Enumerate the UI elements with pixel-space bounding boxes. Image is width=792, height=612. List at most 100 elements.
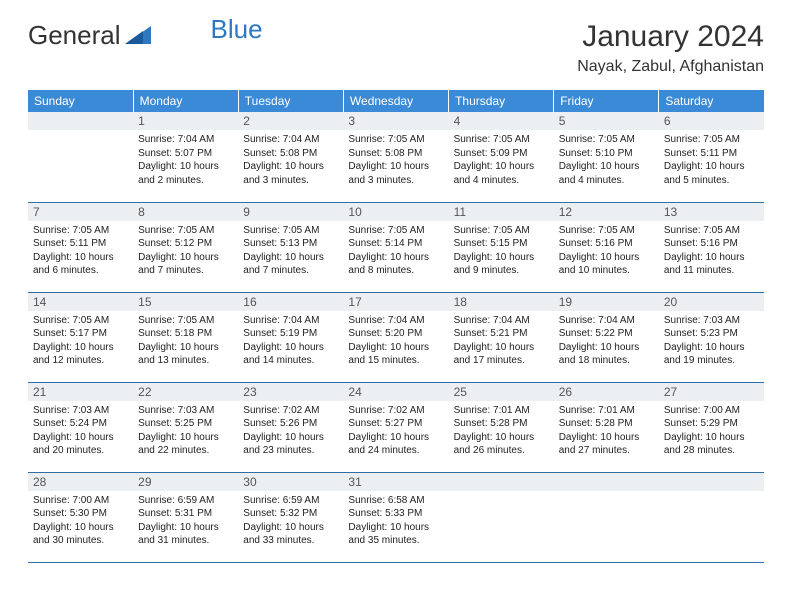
day-details: Sunrise: 7:04 AMSunset: 5:21 PMDaylight:… xyxy=(449,311,554,373)
day-number: 6 xyxy=(659,112,764,130)
calendar-day-cell: 22Sunrise: 7:03 AMSunset: 5:25 PMDayligh… xyxy=(133,382,238,472)
calendar-day-cell: 11Sunrise: 7:05 AMSunset: 5:15 PMDayligh… xyxy=(449,202,554,292)
day-number: 11 xyxy=(449,203,554,221)
calendar-week-row: 21Sunrise: 7:03 AMSunset: 5:24 PMDayligh… xyxy=(28,382,764,472)
calendar-day-cell: 18Sunrise: 7:04 AMSunset: 5:21 PMDayligh… xyxy=(449,292,554,382)
calendar-day-cell: 24Sunrise: 7:02 AMSunset: 5:27 PMDayligh… xyxy=(343,382,448,472)
calendar-day-cell xyxy=(449,472,554,562)
calendar-week-row: 14Sunrise: 7:05 AMSunset: 5:17 PMDayligh… xyxy=(28,292,764,382)
day-details: Sunrise: 7:02 AMSunset: 5:26 PMDaylight:… xyxy=(238,401,343,463)
weekday-header: Tuesday xyxy=(238,90,343,112)
calendar-day-cell: 28Sunrise: 7:00 AMSunset: 5:30 PMDayligh… xyxy=(28,472,133,562)
calendar-table: SundayMondayTuesdayWednesdayThursdayFrid… xyxy=(28,90,764,563)
weekday-header: Sunday xyxy=(28,90,133,112)
calendar-day-cell: 10Sunrise: 7:05 AMSunset: 5:14 PMDayligh… xyxy=(343,202,448,292)
calendar-week-row: 28Sunrise: 7:00 AMSunset: 5:30 PMDayligh… xyxy=(28,472,764,562)
day-details: Sunrise: 7:02 AMSunset: 5:27 PMDaylight:… xyxy=(343,401,448,463)
day-details: Sunrise: 7:04 AMSunset: 5:22 PMDaylight:… xyxy=(554,311,659,373)
day-details: Sunrise: 7:04 AMSunset: 5:07 PMDaylight:… xyxy=(133,130,238,192)
calendar-day-cell: 26Sunrise: 7:01 AMSunset: 5:28 PMDayligh… xyxy=(554,382,659,472)
calendar-day-cell: 1Sunrise: 7:04 AMSunset: 5:07 PMDaylight… xyxy=(133,112,238,202)
day-number: 18 xyxy=(449,293,554,311)
logo-triangle-icon xyxy=(125,20,151,51)
calendar-day-cell: 21Sunrise: 7:03 AMSunset: 5:24 PMDayligh… xyxy=(28,382,133,472)
calendar-day-cell: 16Sunrise: 7:04 AMSunset: 5:19 PMDayligh… xyxy=(238,292,343,382)
day-details: Sunrise: 7:01 AMSunset: 5:28 PMDaylight:… xyxy=(449,401,554,463)
day-details: Sunrise: 6:59 AMSunset: 5:31 PMDaylight:… xyxy=(133,491,238,553)
weekday-header: Wednesday xyxy=(343,90,448,112)
day-number: 3 xyxy=(343,112,448,130)
day-details: Sunrise: 7:01 AMSunset: 5:28 PMDaylight:… xyxy=(554,401,659,463)
day-number: 22 xyxy=(133,383,238,401)
day-number: 27 xyxy=(659,383,764,401)
day-details: Sunrise: 7:05 AMSunset: 5:18 PMDaylight:… xyxy=(133,311,238,373)
calendar-day-cell xyxy=(28,112,133,202)
day-details: Sunrise: 7:05 AMSunset: 5:09 PMDaylight:… xyxy=(449,130,554,192)
calendar-day-cell: 19Sunrise: 7:04 AMSunset: 5:22 PMDayligh… xyxy=(554,292,659,382)
calendar-day-cell: 5Sunrise: 7:05 AMSunset: 5:10 PMDaylight… xyxy=(554,112,659,202)
calendar-day-cell: 30Sunrise: 6:59 AMSunset: 5:32 PMDayligh… xyxy=(238,472,343,562)
calendar-day-cell: 3Sunrise: 7:05 AMSunset: 5:08 PMDaylight… xyxy=(343,112,448,202)
day-number: 15 xyxy=(133,293,238,311)
day-details: Sunrise: 7:05 AMSunset: 5:13 PMDaylight:… xyxy=(238,221,343,283)
day-number: 17 xyxy=(343,293,448,311)
day-details: Sunrise: 7:05 AMSunset: 5:11 PMDaylight:… xyxy=(659,130,764,192)
month-title: January 2024 xyxy=(577,20,764,54)
day-details: Sunrise: 7:04 AMSunset: 5:08 PMDaylight:… xyxy=(238,130,343,192)
day-number: 13 xyxy=(659,203,764,221)
day-details: Sunrise: 7:03 AMSunset: 5:23 PMDaylight:… xyxy=(659,311,764,373)
day-number: 20 xyxy=(659,293,764,311)
calendar-day-cell: 12Sunrise: 7:05 AMSunset: 5:16 PMDayligh… xyxy=(554,202,659,292)
calendar-day-cell xyxy=(554,472,659,562)
day-number: 7 xyxy=(28,203,133,221)
day-details: Sunrise: 7:00 AMSunset: 5:30 PMDaylight:… xyxy=(28,491,133,553)
day-details: Sunrise: 7:03 AMSunset: 5:24 PMDaylight:… xyxy=(28,401,133,463)
calendar-day-cell: 9Sunrise: 7:05 AMSunset: 5:13 PMDaylight… xyxy=(238,202,343,292)
day-number: 25 xyxy=(449,383,554,401)
calendar-day-cell: 23Sunrise: 7:02 AMSunset: 5:26 PMDayligh… xyxy=(238,382,343,472)
calendar-body: 1Sunrise: 7:04 AMSunset: 5:07 PMDaylight… xyxy=(28,112,764,562)
calendar-day-cell xyxy=(659,472,764,562)
calendar-day-cell: 2Sunrise: 7:04 AMSunset: 5:08 PMDaylight… xyxy=(238,112,343,202)
calendar-day-cell: 25Sunrise: 7:01 AMSunset: 5:28 PMDayligh… xyxy=(449,382,554,472)
day-details: Sunrise: 7:05 AMSunset: 5:08 PMDaylight:… xyxy=(343,130,448,192)
day-number: 4 xyxy=(449,112,554,130)
calendar-week-row: 1Sunrise: 7:04 AMSunset: 5:07 PMDaylight… xyxy=(28,112,764,202)
day-number: 28 xyxy=(28,473,133,491)
day-details: Sunrise: 6:58 AMSunset: 5:33 PMDaylight:… xyxy=(343,491,448,553)
logo-part2: Blue xyxy=(211,14,263,45)
day-details: Sunrise: 7:05 AMSunset: 5:14 PMDaylight:… xyxy=(343,221,448,283)
day-number: 8 xyxy=(133,203,238,221)
day-number: 19 xyxy=(554,293,659,311)
calendar-week-row: 7Sunrise: 7:05 AMSunset: 5:11 PMDaylight… xyxy=(28,202,764,292)
calendar-day-cell: 29Sunrise: 6:59 AMSunset: 5:31 PMDayligh… xyxy=(133,472,238,562)
day-details: Sunrise: 7:05 AMSunset: 5:10 PMDaylight:… xyxy=(554,130,659,192)
calendar-day-cell: 6Sunrise: 7:05 AMSunset: 5:11 PMDaylight… xyxy=(659,112,764,202)
weekday-header: Monday xyxy=(133,90,238,112)
calendar-day-cell: 7Sunrise: 7:05 AMSunset: 5:11 PMDaylight… xyxy=(28,202,133,292)
day-details: Sunrise: 7:05 AMSunset: 5:11 PMDaylight:… xyxy=(28,221,133,283)
logo: General Blue xyxy=(28,20,203,51)
day-number: 24 xyxy=(343,383,448,401)
calendar-day-cell: 20Sunrise: 7:03 AMSunset: 5:23 PMDayligh… xyxy=(659,292,764,382)
day-number xyxy=(659,473,764,491)
day-details: Sunrise: 7:05 AMSunset: 5:15 PMDaylight:… xyxy=(449,221,554,283)
weekday-header-row: SundayMondayTuesdayWednesdayThursdayFrid… xyxy=(28,90,764,112)
title-block: January 2024 Nayak, Zabul, Afghanistan xyxy=(577,20,764,76)
day-number: 31 xyxy=(343,473,448,491)
day-number: 9 xyxy=(238,203,343,221)
location: Nayak, Zabul, Afghanistan xyxy=(577,58,764,76)
calendar-day-cell: 14Sunrise: 7:05 AMSunset: 5:17 PMDayligh… xyxy=(28,292,133,382)
day-number: 5 xyxy=(554,112,659,130)
calendar-day-cell: 17Sunrise: 7:04 AMSunset: 5:20 PMDayligh… xyxy=(343,292,448,382)
calendar-day-cell: 31Sunrise: 6:58 AMSunset: 5:33 PMDayligh… xyxy=(343,472,448,562)
calendar-day-cell: 27Sunrise: 7:00 AMSunset: 5:29 PMDayligh… xyxy=(659,382,764,472)
day-number xyxy=(554,473,659,491)
day-number: 1 xyxy=(133,112,238,130)
weekday-header: Friday xyxy=(554,90,659,112)
day-details: Sunrise: 7:05 AMSunset: 5:12 PMDaylight:… xyxy=(133,221,238,283)
calendar-day-cell: 4Sunrise: 7:05 AMSunset: 5:09 PMDaylight… xyxy=(449,112,554,202)
day-number: 12 xyxy=(554,203,659,221)
day-details: Sunrise: 7:04 AMSunset: 5:20 PMDaylight:… xyxy=(343,311,448,373)
day-number: 29 xyxy=(133,473,238,491)
